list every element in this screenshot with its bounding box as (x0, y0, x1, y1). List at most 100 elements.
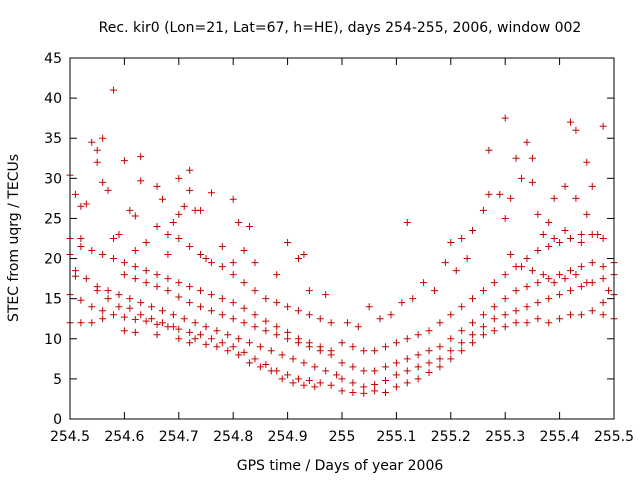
data-point (77, 296, 85, 304)
data-point (99, 315, 107, 323)
data-point (545, 243, 553, 251)
data-point (371, 347, 379, 355)
data-point (556, 291, 564, 299)
data-point (338, 339, 346, 347)
data-point (224, 347, 232, 355)
data-point (262, 360, 270, 368)
data-point (458, 235, 466, 242)
data-point (229, 343, 237, 351)
data-point (572, 271, 580, 279)
data-point (300, 359, 308, 367)
data-point (131, 247, 139, 255)
data-point (479, 323, 487, 331)
data-point (202, 340, 210, 348)
data-point (572, 126, 580, 134)
data-point (496, 190, 504, 198)
y-tick-label: 0 (53, 412, 62, 428)
data-point (447, 311, 455, 319)
data-point (164, 287, 172, 295)
data-point (447, 355, 455, 363)
data-point (577, 230, 585, 238)
data-point (333, 371, 341, 379)
data-point (550, 279, 558, 287)
data-point (229, 195, 237, 203)
data-point (556, 315, 564, 323)
data-point (534, 315, 542, 323)
data-point (142, 267, 150, 275)
data-point (218, 243, 226, 251)
data-point (115, 303, 123, 311)
data-point (169, 311, 177, 319)
data-point (588, 182, 596, 190)
data-point (224, 331, 232, 339)
data-point (99, 251, 107, 259)
data-point (153, 331, 161, 339)
data-point (382, 343, 390, 351)
data-point (452, 267, 460, 275)
data-point (235, 335, 243, 343)
data-point (479, 206, 487, 214)
y-tick-label: 40 (44, 91, 62, 107)
data-point (110, 255, 118, 263)
data-point (77, 243, 85, 251)
data-point (594, 230, 602, 238)
data-point (566, 267, 574, 275)
data-point (545, 295, 553, 303)
data-point (137, 299, 145, 307)
data-point (414, 331, 422, 339)
data-point (240, 348, 248, 356)
data-point (256, 363, 264, 371)
data-point (251, 259, 259, 267)
data-point (414, 351, 422, 359)
data-point (447, 347, 455, 355)
data-point (229, 299, 237, 307)
data-point (273, 299, 281, 307)
data-point (186, 328, 194, 336)
data-point (77, 202, 85, 210)
data-point (398, 299, 406, 307)
data-point (202, 255, 210, 263)
data-point (469, 319, 477, 327)
data-point (425, 368, 433, 376)
y-tick-label: 5 (53, 372, 62, 388)
y-tick-label: 15 (44, 292, 62, 308)
data-point (420, 279, 428, 287)
data-point (583, 279, 591, 287)
data-point (99, 134, 107, 142)
data-point (175, 293, 183, 301)
data-point (207, 335, 215, 343)
data-point (180, 202, 188, 210)
data-point (469, 331, 477, 339)
y-tick-label: 45 (44, 51, 62, 67)
data-point (523, 319, 531, 327)
data-point (207, 291, 215, 299)
data-point (77, 319, 85, 327)
data-point (99, 178, 107, 186)
data-point (436, 319, 444, 327)
data-point (403, 218, 411, 226)
data-point (577, 263, 585, 271)
data-point (120, 271, 128, 279)
data-point (169, 218, 177, 226)
data-point (186, 166, 194, 174)
data-point (82, 275, 90, 283)
data-point (349, 379, 357, 387)
data-point (382, 389, 390, 397)
data-point (278, 375, 286, 383)
data-point (528, 178, 536, 186)
chart-title: Rec. kir0 (Lon=21, Lat=67, h=HE), days 2… (99, 20, 582, 36)
data-point (512, 154, 520, 162)
data-point (126, 295, 134, 303)
data-point (311, 383, 319, 391)
data-point (534, 299, 542, 307)
data-point (550, 235, 558, 242)
data-point (316, 315, 324, 323)
data-point (403, 379, 411, 387)
data-point (458, 339, 466, 347)
data-point (566, 287, 574, 295)
data-point (218, 339, 226, 347)
data-point (528, 154, 536, 162)
data-point (577, 311, 585, 319)
x-tick-label: 254.8 (213, 429, 253, 445)
plot-border (69, 57, 615, 420)
